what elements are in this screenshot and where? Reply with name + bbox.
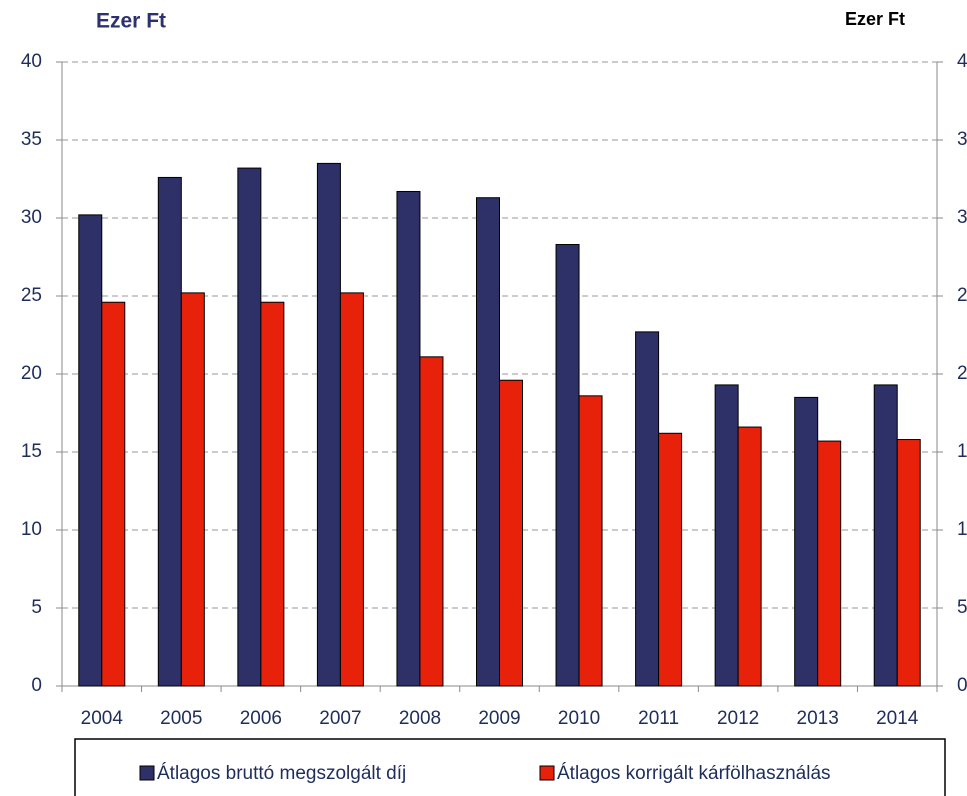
bar: [714, 384, 739, 687]
x-tick-label: 2008: [399, 708, 441, 729]
x-tick-label: 2013: [797, 708, 839, 729]
legend-label: Átlagos bruttó megszolgált díj: [157, 763, 406, 784]
bar: [78, 214, 103, 687]
y2-tick-label: 20: [957, 363, 967, 384]
x-tick-label: 2009: [478, 708, 520, 729]
y-axis-title: Ezer Ft: [96, 10, 166, 33]
bar: [476, 197, 500, 687]
legend-label: Átlagos korrigált kárfölhasználás: [557, 763, 831, 784]
bar: [316, 162, 341, 687]
bar: [555, 244, 580, 687]
y-tick-label: 30: [21, 207, 42, 228]
x-tick-label: 2005: [160, 708, 202, 729]
y-tick-label: 35: [21, 129, 42, 150]
y-tick-label: 0: [31, 675, 42, 696]
x-tick-label: 2010: [558, 708, 600, 729]
y-tick-label: 15: [21, 441, 42, 462]
bar: [157, 176, 182, 687]
y-tick-label: 25: [21, 285, 42, 306]
bar: [237, 167, 262, 687]
y2-tick-label: 25: [957, 285, 967, 306]
x-tick-label: 2014: [876, 708, 919, 729]
x-tick-label: 2007: [319, 708, 361, 729]
bar: [817, 440, 842, 687]
y-tick-label: 20: [21, 363, 42, 384]
x-tick-label: 2012: [717, 708, 759, 729]
legend-box: [74, 738, 946, 796]
bar: [101, 301, 126, 687]
bar: [396, 190, 421, 687]
y-tick-label: 40: [21, 51, 42, 72]
bar: [499, 379, 523, 687]
y2-tick-label: 40: [957, 51, 967, 72]
y-tick-label: 5: [31, 597, 42, 618]
legend-swatch: [539, 765, 555, 781]
y2-axis-title: Ezer Ft: [845, 9, 905, 29]
bar: [794, 396, 819, 687]
bar: [635, 331, 660, 687]
y2-tick-label: 5: [957, 597, 967, 618]
bar: [873, 384, 898, 687]
bar: [578, 395, 603, 687]
bar: [260, 301, 285, 687]
bar: [658, 432, 683, 687]
legend-swatch: [139, 765, 155, 781]
bar: [339, 292, 364, 687]
y2-tick-label: 15: [957, 441, 967, 462]
y2-tick-label: 35: [957, 129, 967, 150]
bar: [896, 439, 921, 687]
x-tick-label: 2011: [638, 708, 679, 729]
x-tick-label: 2004: [81, 708, 124, 729]
bar: [180, 292, 205, 687]
bar: [737, 426, 762, 687]
y2-tick-label: 0: [957, 675, 967, 696]
x-tick-label: 2006: [240, 708, 282, 729]
y2-tick-label: 10: [957, 519, 967, 540]
y-tick-label: 10: [21, 519, 42, 540]
y2-tick-label: 30: [957, 207, 967, 228]
bar: [419, 356, 444, 687]
